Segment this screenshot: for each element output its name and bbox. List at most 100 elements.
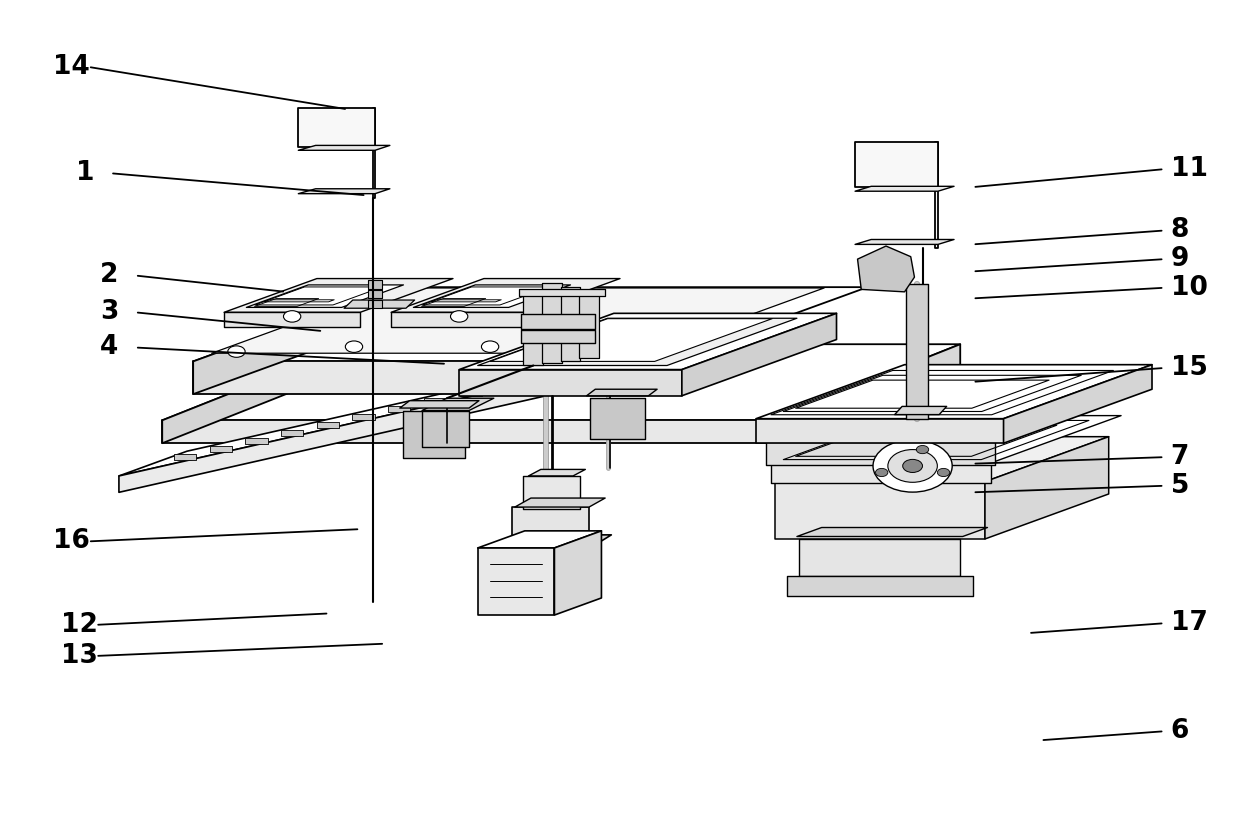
Polygon shape <box>775 437 1109 482</box>
Polygon shape <box>391 278 620 312</box>
Polygon shape <box>771 463 991 484</box>
Polygon shape <box>316 422 339 428</box>
Circle shape <box>873 440 952 492</box>
Circle shape <box>481 341 498 352</box>
Text: 13: 13 <box>61 643 98 669</box>
Polygon shape <box>193 287 868 361</box>
Polygon shape <box>281 430 304 436</box>
Text: 5: 5 <box>1171 473 1189 499</box>
Polygon shape <box>560 287 580 360</box>
Polygon shape <box>460 390 482 396</box>
Polygon shape <box>162 420 769 443</box>
Circle shape <box>450 310 467 322</box>
Text: 16: 16 <box>53 529 91 554</box>
Polygon shape <box>769 344 960 443</box>
Polygon shape <box>162 344 353 443</box>
Polygon shape <box>508 534 611 546</box>
Polygon shape <box>856 186 954 191</box>
Polygon shape <box>422 398 494 410</box>
Polygon shape <box>212 288 825 353</box>
Polygon shape <box>858 246 914 291</box>
Polygon shape <box>299 108 374 147</box>
Circle shape <box>284 310 301 322</box>
Polygon shape <box>490 319 773 361</box>
Polygon shape <box>193 287 397 394</box>
Text: 17: 17 <box>1171 610 1208 636</box>
Circle shape <box>875 469 888 476</box>
Text: 6: 6 <box>1171 718 1189 745</box>
Polygon shape <box>399 401 479 408</box>
Text: 8: 8 <box>1171 218 1189 244</box>
Polygon shape <box>247 285 403 307</box>
Polygon shape <box>391 312 527 327</box>
Polygon shape <box>518 290 605 296</box>
Polygon shape <box>531 374 553 379</box>
Polygon shape <box>771 415 1121 463</box>
Polygon shape <box>210 446 232 452</box>
Circle shape <box>903 460 923 472</box>
Text: 2: 2 <box>100 263 119 288</box>
Polygon shape <box>515 498 605 507</box>
Polygon shape <box>797 528 987 536</box>
Polygon shape <box>162 344 960 420</box>
Polygon shape <box>521 330 595 343</box>
Polygon shape <box>985 437 1109 539</box>
Polygon shape <box>343 300 414 308</box>
Polygon shape <box>459 314 837 369</box>
Text: 10: 10 <box>1171 275 1208 300</box>
Circle shape <box>888 450 937 482</box>
Polygon shape <box>567 365 589 371</box>
Polygon shape <box>413 285 570 307</box>
Polygon shape <box>119 341 676 476</box>
Text: 4: 4 <box>100 334 119 360</box>
Polygon shape <box>299 145 389 150</box>
Polygon shape <box>477 548 554 615</box>
Polygon shape <box>523 291 543 365</box>
Polygon shape <box>587 389 657 396</box>
Polygon shape <box>756 365 1152 419</box>
Polygon shape <box>193 361 663 394</box>
Polygon shape <box>372 108 374 198</box>
Polygon shape <box>766 442 994 465</box>
Polygon shape <box>424 398 446 404</box>
Polygon shape <box>775 482 985 539</box>
Circle shape <box>345 341 362 352</box>
Polygon shape <box>367 290 382 298</box>
Text: 7: 7 <box>1171 444 1189 470</box>
Polygon shape <box>856 240 954 245</box>
Polygon shape <box>388 406 410 412</box>
Polygon shape <box>590 398 645 439</box>
Text: 11: 11 <box>1171 156 1208 182</box>
Polygon shape <box>521 314 595 328</box>
Circle shape <box>228 346 246 357</box>
Polygon shape <box>756 419 1003 443</box>
Circle shape <box>715 319 733 330</box>
Text: 3: 3 <box>100 300 119 325</box>
Polygon shape <box>787 576 972 596</box>
Polygon shape <box>542 283 562 363</box>
Polygon shape <box>579 291 599 358</box>
Polygon shape <box>299 189 389 194</box>
Polygon shape <box>495 382 517 388</box>
Polygon shape <box>477 319 797 365</box>
Circle shape <box>937 469 950 476</box>
Polygon shape <box>477 531 601 548</box>
Text: 1: 1 <box>76 160 94 186</box>
Polygon shape <box>682 314 837 396</box>
Polygon shape <box>905 284 928 419</box>
Polygon shape <box>935 142 937 249</box>
Polygon shape <box>367 281 382 289</box>
Polygon shape <box>119 365 608 493</box>
Polygon shape <box>367 300 382 308</box>
Polygon shape <box>1003 365 1152 443</box>
Text: 9: 9 <box>1171 246 1189 272</box>
Polygon shape <box>459 369 682 396</box>
Polygon shape <box>224 312 360 327</box>
Polygon shape <box>528 470 585 476</box>
Polygon shape <box>352 414 374 420</box>
Polygon shape <box>422 410 469 447</box>
Text: 15: 15 <box>1171 355 1208 381</box>
Polygon shape <box>766 392 1131 442</box>
Polygon shape <box>246 438 268 444</box>
Polygon shape <box>608 341 676 382</box>
